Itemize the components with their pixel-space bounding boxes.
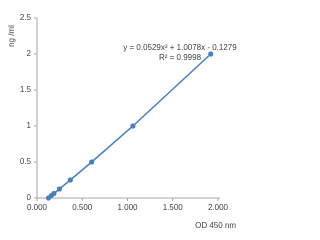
y-axis-label: ng /ml	[7, 25, 16, 47]
y-tick-label: 1.5	[20, 85, 32, 94]
x-tick-label: 2.000	[208, 203, 229, 212]
point	[208, 51, 214, 57]
point	[67, 177, 73, 183]
annotation: y = 0.0529x² + 1.0078x - 0.1279	[123, 43, 237, 52]
x-tick-label: 0.500	[72, 203, 93, 212]
point	[130, 123, 136, 129]
point	[51, 190, 57, 197]
x-axis-label: OD 450 nm	[195, 221, 236, 230]
x-tick-label: 1.000	[117, 203, 138, 212]
chart: ng /ml OD 450 nm y = 0.0529x² + 1.0078x …	[7, 13, 237, 230]
y-tick-label: 0	[27, 193, 32, 202]
x-tick-label: 1.500	[163, 203, 184, 212]
trend-line	[48, 53, 212, 199]
y-tick-label: 0.5	[20, 157, 32, 166]
y-tick-label: 2	[27, 49, 32, 58]
point	[56, 186, 63, 192]
annotation: R² = 0.9998	[159, 53, 202, 62]
point	[89, 159, 95, 165]
y-tick-label: 1	[27, 121, 32, 130]
y-tick-label: 2.5	[20, 13, 32, 22]
x-tick-label: 0.000	[27, 203, 48, 212]
